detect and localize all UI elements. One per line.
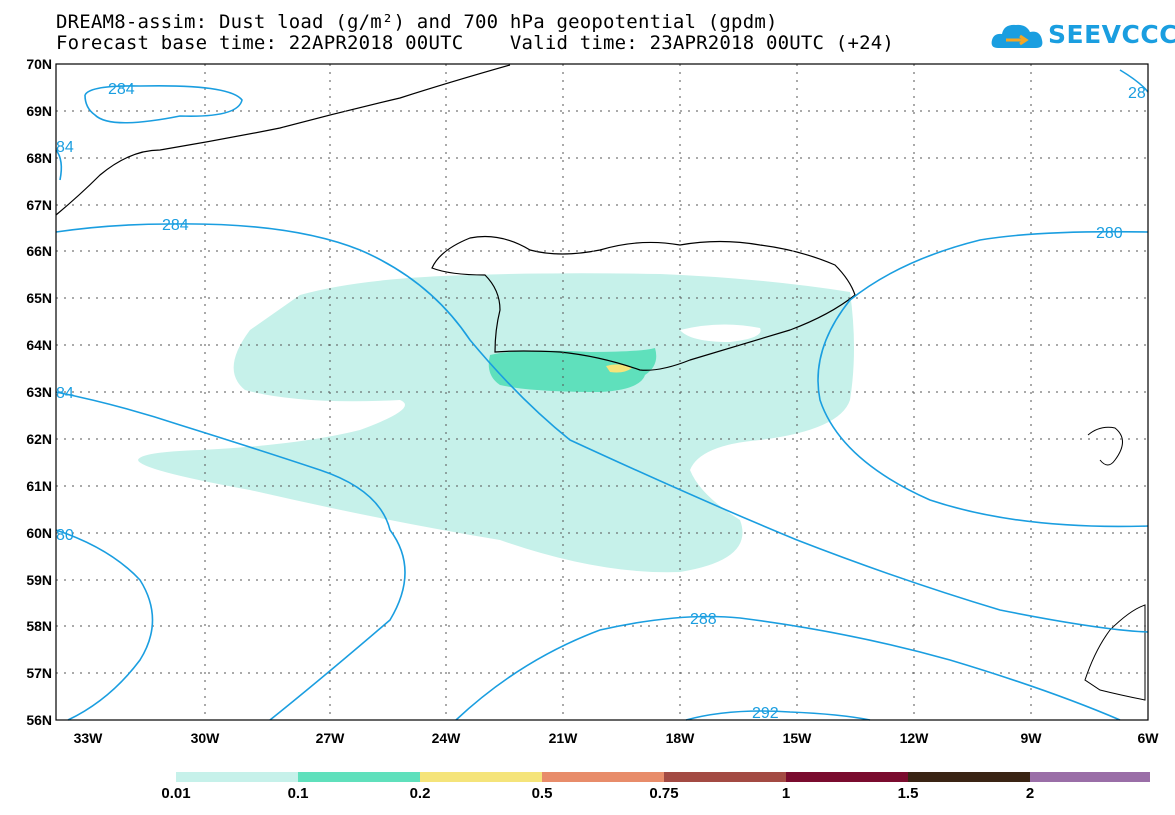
lon-label: 12W xyxy=(899,730,929,746)
greenland-coastline xyxy=(55,64,511,216)
colorbar-label: 1 xyxy=(781,785,791,802)
lon-label: 18W xyxy=(665,730,695,746)
lat-label: 60N xyxy=(26,525,52,541)
colorbar-segment xyxy=(664,772,786,782)
geopotential-contours xyxy=(55,69,1149,721)
colorbar-label: 0.5 xyxy=(531,785,553,802)
lon-label: 33W xyxy=(73,730,103,746)
contour-label: 292 xyxy=(752,705,779,722)
colorbar-segment xyxy=(542,772,664,782)
lat-label: 61N xyxy=(26,478,52,494)
colorbar-segment xyxy=(298,772,420,782)
lon-label: 21W xyxy=(548,730,578,746)
lon-label: 15W xyxy=(782,730,812,746)
lat-label: 70N xyxy=(26,56,52,72)
logo-text: SEEVCCC xyxy=(1048,20,1175,49)
lat-label: 59N xyxy=(26,572,52,588)
contour-label: 280 xyxy=(1096,225,1123,242)
lon-label: 6W xyxy=(1137,730,1159,746)
iceland-coastline xyxy=(431,235,856,371)
map-frame xyxy=(55,63,1149,721)
lat-label: 68N xyxy=(26,150,52,166)
contour-labels: 284 284 280 84 84 80 288 292 28 xyxy=(56,81,1146,722)
lat-label: 65N xyxy=(26,290,52,306)
lon-label: 30W xyxy=(190,730,220,746)
colorbar-label: 0.75 xyxy=(649,785,679,802)
colorbar xyxy=(176,772,1150,782)
lon-label: 9W xyxy=(1020,730,1042,746)
map-title: DREAM8-assim: Dust load (g/m²) and 700 h… xyxy=(56,11,778,33)
scotland-coastline xyxy=(1084,604,1146,701)
faroe-coastline xyxy=(1087,426,1123,466)
colorbar-segment xyxy=(420,772,542,782)
colorbar-label: 0.2 xyxy=(409,785,431,802)
colorbar-segment xyxy=(1030,772,1150,782)
contour-label: 80 xyxy=(56,527,74,544)
colorbar-label: 0.1 xyxy=(287,785,309,802)
colorbar-label: 1.5 xyxy=(897,785,919,802)
colorbar-label: 2 xyxy=(1025,785,1035,802)
lat-label: 58N xyxy=(26,618,52,634)
lat-label: 57N xyxy=(26,665,52,681)
lat-label: 64N xyxy=(26,337,52,353)
cloud-logo-icon xyxy=(991,24,1043,48)
contour-label: 84 xyxy=(56,385,74,402)
colorbar-segment xyxy=(176,772,298,782)
contour-label: 28 xyxy=(1128,85,1146,102)
dust-field xyxy=(138,273,854,573)
lon-label: 27W xyxy=(315,730,345,746)
colorbar-segment xyxy=(786,772,908,782)
contour-label: 288 xyxy=(690,611,717,628)
contour-label: 284 xyxy=(162,217,189,234)
lat-label: 66N xyxy=(26,243,52,259)
lat-label: 62N xyxy=(26,431,52,447)
forecast-time-line: Forecast base time: 22APR2018 00UTC Vali… xyxy=(56,32,895,54)
contour-label: 84 xyxy=(56,139,74,156)
lon-label: 24W xyxy=(431,730,461,746)
lat-label: 67N xyxy=(26,197,52,213)
colorbar-segment xyxy=(908,772,1030,782)
gridlines xyxy=(56,64,1148,720)
colorbar-label: 0.01 xyxy=(161,785,191,802)
lat-label: 63N xyxy=(26,384,52,400)
contour-label: 284 xyxy=(108,81,135,98)
lat-label: 69N xyxy=(26,103,52,119)
lat-label: 56N xyxy=(26,712,52,728)
